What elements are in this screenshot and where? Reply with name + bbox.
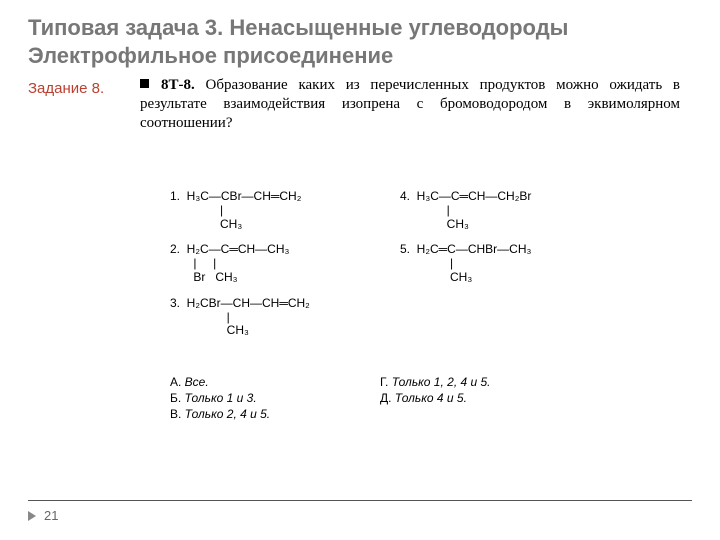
answer-text: Только 1 и 3. bbox=[185, 391, 257, 405]
formula-item: 1. H₃C—CBr—CH═CH₂ | CH₃ bbox=[170, 190, 310, 231]
formula-area: 1. H₃C—CBr—CH═CH₂ | CH₃2. H₂C—C═CH—CH₃ |… bbox=[170, 190, 610, 231]
answer-key: А. bbox=[170, 375, 185, 389]
formula-line: CH₃ bbox=[170, 218, 310, 232]
footer: 21 bbox=[28, 508, 58, 523]
formula-line: 2. H₂C—C═CH—CH₃ bbox=[170, 243, 310, 257]
formula-line: Br CH₃ bbox=[170, 271, 310, 285]
answer-text: Только 1, 2, 4 и 5. bbox=[392, 375, 491, 389]
formula-line: | bbox=[400, 257, 531, 271]
answer-option: В. Только 2, 4 и 5. bbox=[170, 407, 270, 421]
answer-text: Все. bbox=[185, 375, 209, 389]
play-arrow-icon bbox=[28, 511, 36, 521]
formula-item: 2. H₂C—C═CH—CH₃ | | Br CH₃ bbox=[170, 243, 310, 284]
title-line-2: Электрофильное присоединение bbox=[28, 42, 568, 70]
formula-column-right: 4. H₃C—C═CH—CH₂Br | CH₃5. H₂C═C—CHBr—CH₃… bbox=[400, 190, 531, 297]
title-line-1: Типовая задача 3. Ненасыщенные углеводор… bbox=[28, 14, 568, 42]
answer-key: Б. bbox=[170, 391, 185, 405]
answer-option: Г. Только 1, 2, 4 и 5. bbox=[380, 375, 491, 389]
formula-line: CH₃ bbox=[170, 324, 310, 338]
formula-item: 5. H₂C═C—CHBr—CH₃ | CH₃ bbox=[400, 243, 531, 284]
formula-line: 1. H₃C—CBr—CH═CH₂ bbox=[170, 190, 310, 204]
formula-line: CH₃ bbox=[400, 218, 531, 232]
task-label: Задание 8. bbox=[28, 80, 104, 97]
footer-rule bbox=[28, 500, 692, 501]
formula-line: 5. H₂C═C—CHBr—CH₃ bbox=[400, 243, 531, 257]
page-number: 21 bbox=[44, 508, 58, 523]
formula-item: 4. H₃C—C═CH—CH₂Br | CH₃ bbox=[400, 190, 531, 231]
formula-item: 3. H₂CBr—CH—CH═CH₂ | CH₃ bbox=[170, 297, 310, 338]
answer-option: Б. Только 1 и 3. bbox=[170, 391, 270, 405]
question-code: 8Т-8. bbox=[161, 77, 195, 93]
answer-key: Г. bbox=[380, 375, 392, 389]
formula-line: CH₃ bbox=[400, 271, 531, 285]
question-block: 8Т-8. Образование каких из перечисленных… bbox=[140, 76, 680, 132]
answer-option: Д. Только 4 и 5. bbox=[380, 391, 491, 405]
answer-key: В. bbox=[170, 407, 185, 421]
formula-line: | bbox=[170, 204, 310, 218]
formula-line: 3. H₂CBr—CH—CH═CH₂ bbox=[170, 297, 310, 311]
formula-column-left: 1. H₃C—CBr—CH═CH₂ | CH₃ 2. H₂C—C═CH—CH₃ |… bbox=[170, 190, 310, 350]
answer-key: Д. bbox=[380, 391, 395, 405]
answer-text: Только 4 и 5. bbox=[395, 391, 467, 405]
question-text: Образование каких из перечисленных проду… bbox=[140, 77, 680, 131]
answers-column-right: Г. Только 1, 2, 4 и 5. Д. Только 4 и 5. bbox=[380, 375, 491, 407]
answers-column-left: А. Все.Б. Только 1 и 3.В. Только 2, 4 и … bbox=[170, 375, 270, 423]
page-title: Типовая задача 3. Ненасыщенные углеводор… bbox=[28, 14, 568, 69]
formula-line: | | bbox=[170, 257, 310, 271]
answer-text: Только 2, 4 и 5. bbox=[185, 407, 270, 421]
formula-line: | bbox=[170, 311, 310, 325]
formula-line: | bbox=[400, 204, 531, 218]
bullet-square-icon bbox=[140, 79, 149, 88]
answer-option: А. Все. bbox=[170, 375, 270, 389]
formula-line: 4. H₃C—C═CH—CH₂Br bbox=[400, 190, 531, 204]
